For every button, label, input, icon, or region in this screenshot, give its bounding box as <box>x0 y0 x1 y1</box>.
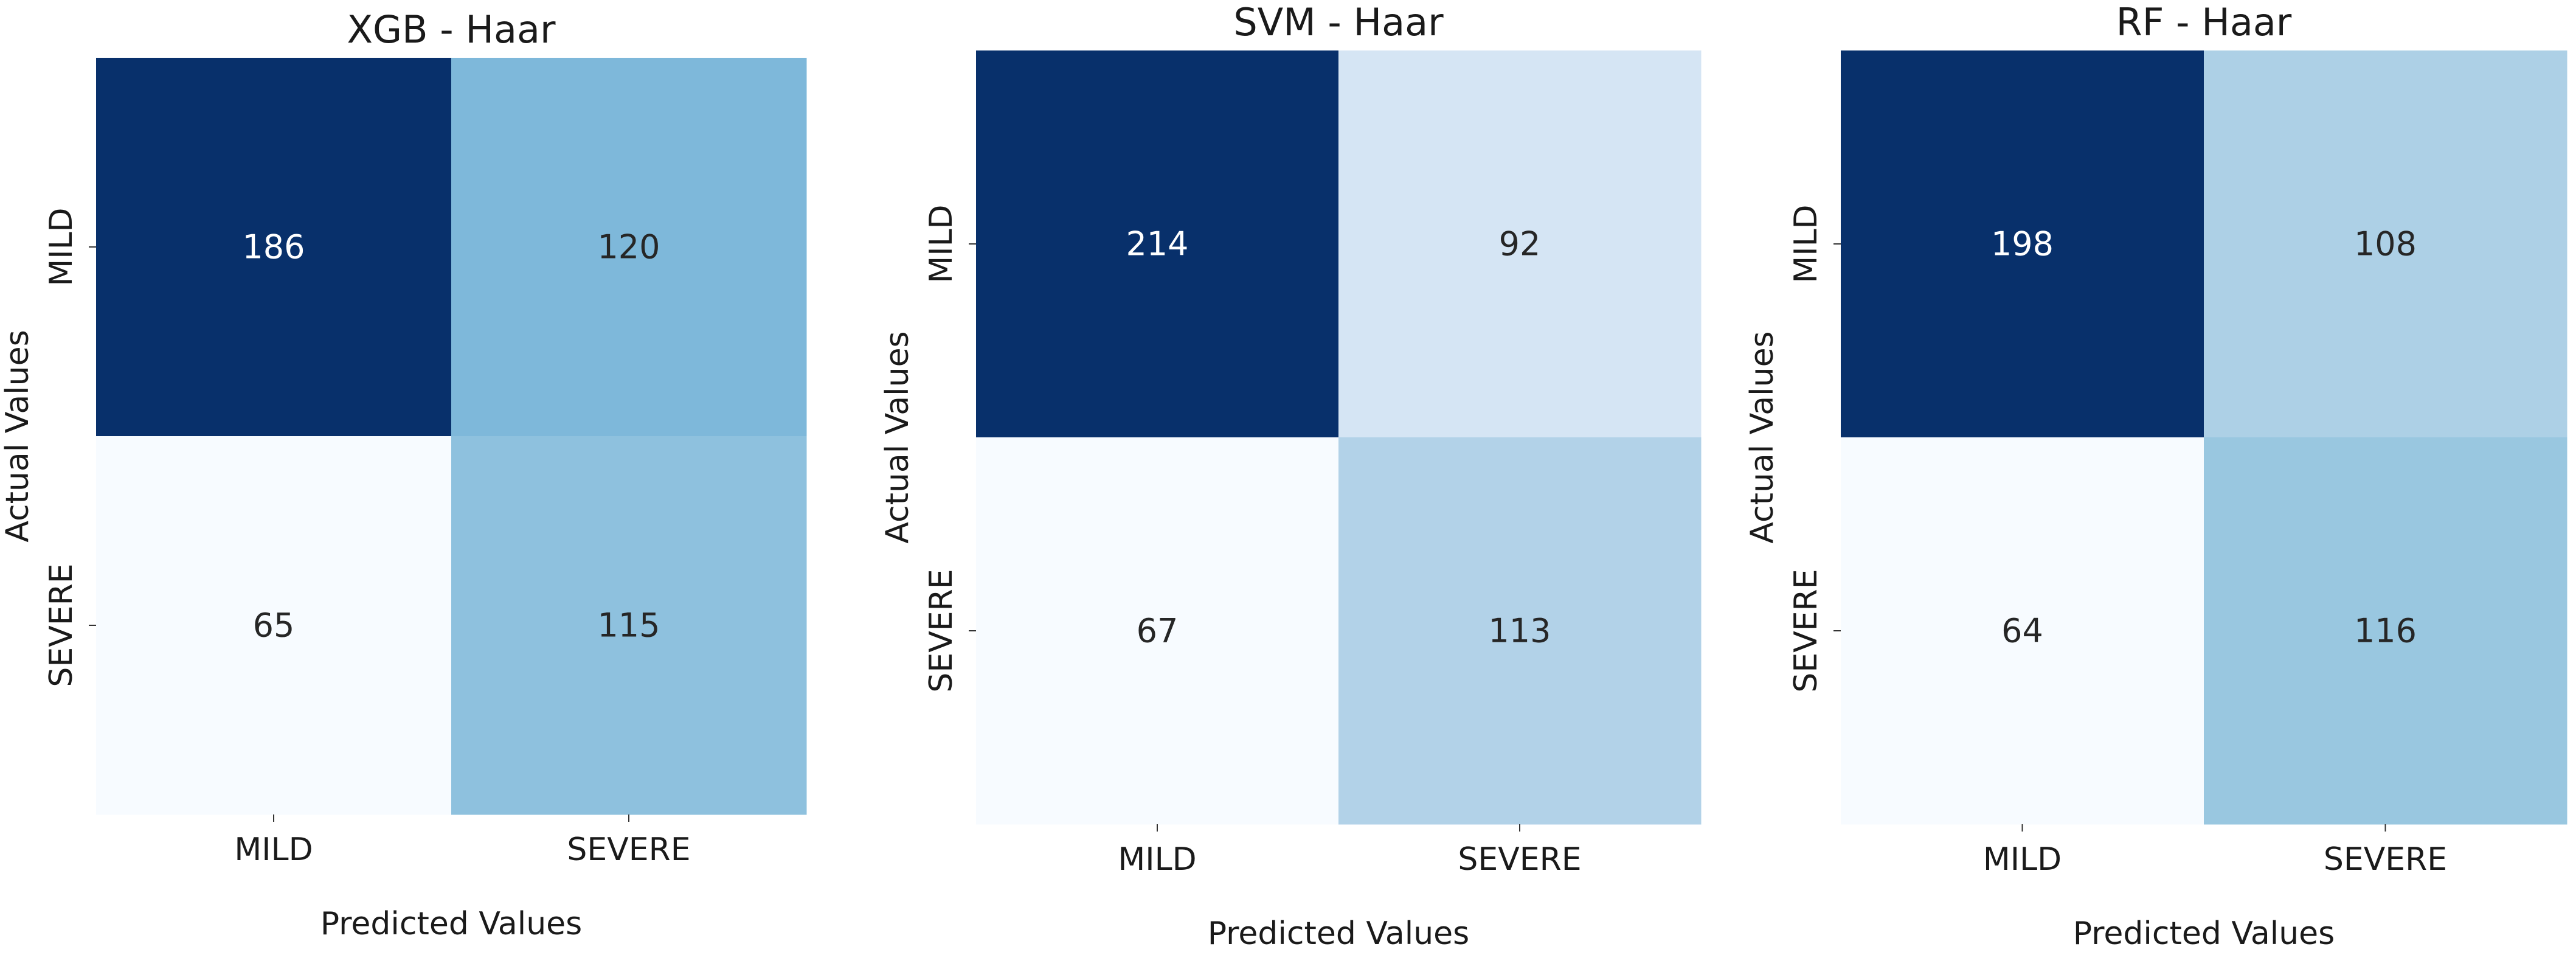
y-tick-label: MILD <box>1788 204 1824 283</box>
x-axis-label: Predicted Values <box>1208 915 1470 952</box>
x-tick-label: SEVERE <box>567 832 690 868</box>
cell-value-label: 115 <box>597 606 660 645</box>
heatmap-cell <box>2204 437 2567 825</box>
x-axis-label: Predicted Values <box>320 906 583 942</box>
heatmap-cell <box>976 50 1339 438</box>
heatmap-cell <box>451 436 807 815</box>
cell-value-label: 198 <box>1991 225 2054 263</box>
chart-title: RF - Haar <box>2116 0 2292 44</box>
y-tick-label: SEVERE <box>1788 569 1824 692</box>
y-tick-label: SEVERE <box>923 569 960 692</box>
y-axis-label: Actual Values <box>1744 331 1781 543</box>
heatmap-panel-svm: SVM - Haar Predicted Values Actual Value… <box>879 0 1702 952</box>
chart-title: XGB - Haar <box>347 7 556 52</box>
heatmap-cell <box>976 437 1339 825</box>
cell-value-label: 108 <box>2354 225 2417 263</box>
heatmap-cell <box>96 58 452 437</box>
cell-value-label: 67 <box>1137 612 1179 650</box>
x-tick-label: SEVERE <box>1458 841 1581 878</box>
x-tick-label: SEVERE <box>2324 841 2447 878</box>
heatmap-cell <box>96 436 452 815</box>
chart-title: SVM - Haar <box>1233 0 1444 44</box>
y-tick-label: MILD <box>923 204 960 283</box>
y-tick-label: MILD <box>43 207 80 286</box>
cell-value-label: 64 <box>2001 612 2043 650</box>
heatmap-cell <box>1841 437 2204 825</box>
cell-value-label: 186 <box>242 228 305 266</box>
x-tick-label: MILD <box>1118 841 1196 878</box>
heatmap-cell <box>451 58 807 437</box>
x-tick-label: MILD <box>1983 841 2062 878</box>
x-axis-label: Predicted Values <box>2073 915 2335 952</box>
x-tick-label: MILD <box>234 832 313 868</box>
y-tick-label: SEVERE <box>43 563 80 687</box>
heatmap-panel-rf: RF - Haar Predicted Values Actual Values… <box>1744 0 2567 952</box>
cell-value-label: 113 <box>1488 612 1551 650</box>
heatmap-cell <box>2204 50 2567 438</box>
cell-value-label: 116 <box>2354 612 2417 650</box>
heatmap-cell <box>1338 50 1702 438</box>
cell-value-label: 65 <box>253 606 295 645</box>
heatmap-panel-xgb: XGB - Haar Predicted Values Actual Value… <box>0 7 807 942</box>
cell-value-label: 92 <box>1499 225 1541 263</box>
cell-value-label: 214 <box>1126 225 1188 263</box>
y-axis-label: Actual Values <box>879 331 916 543</box>
y-axis-label: Actual Values <box>0 330 36 542</box>
heatmap-cell <box>1841 50 2204 438</box>
cell-value-label: 120 <box>597 228 660 266</box>
heatmap-cell <box>1338 437 1702 825</box>
